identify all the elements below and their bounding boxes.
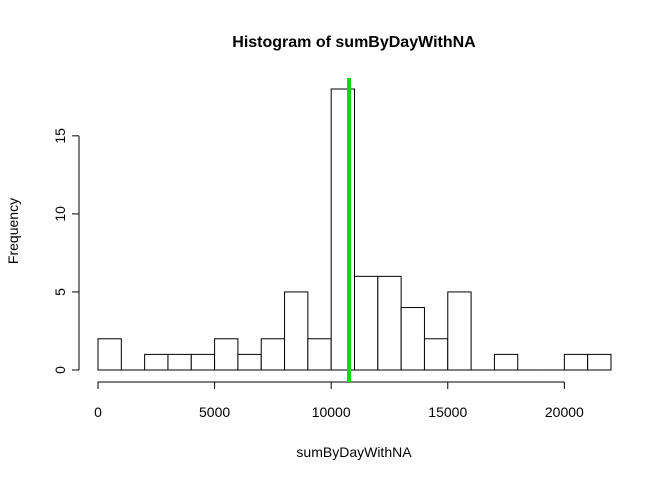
y-tick-label-3: 15 [52, 128, 68, 144]
histogram-bar-14 [423, 338, 449, 371]
x-axis: 0 5000 10000 15000 20000 [94, 381, 584, 420]
x-tick-label-0: 0 [94, 404, 102, 420]
histogram-bar-8 [284, 291, 309, 371]
y-tick-label-2: 10 [52, 206, 68, 222]
histogram-bar-13 [400, 307, 425, 371]
histogram-bar-20 [563, 353, 589, 371]
y-axis-label: Frequency [5, 198, 21, 264]
histogram-bar-15 [447, 291, 472, 371]
y-tick-label-1: 5 [52, 288, 68, 296]
x-tick-label-1: 5000 [199, 404, 230, 420]
histogram-bar-2 [144, 353, 169, 371]
histogram-bar-7 [260, 338, 286, 371]
x-axis-label: sumByDayWithNA [296, 444, 412, 460]
y-tick-label-0: 0 [52, 366, 68, 374]
histogram-bar-9 [307, 338, 332, 371]
histogram-bar-12 [377, 275, 402, 371]
histogram-bar-11 [354, 275, 379, 371]
histogram-bar-6 [237, 353, 262, 371]
histogram-bar-3 [167, 353, 192, 371]
histogram-bar-21 [587, 353, 612, 371]
y-axis: 0 5 10 15 [52, 128, 80, 374]
histogram-bar-5 [214, 338, 239, 371]
histogram-bar-17 [493, 353, 519, 371]
x-tick-label-2: 10000 [312, 404, 351, 420]
bars-group [97, 88, 612, 371]
x-tick-label-3: 15000 [428, 404, 467, 420]
x-tick-label-4: 20000 [545, 404, 584, 420]
histogram-bar-0 [97, 338, 122, 371]
histogram-bar-4 [190, 353, 216, 371]
chart-title: Histogram of sumByDayWithNA [232, 34, 476, 51]
